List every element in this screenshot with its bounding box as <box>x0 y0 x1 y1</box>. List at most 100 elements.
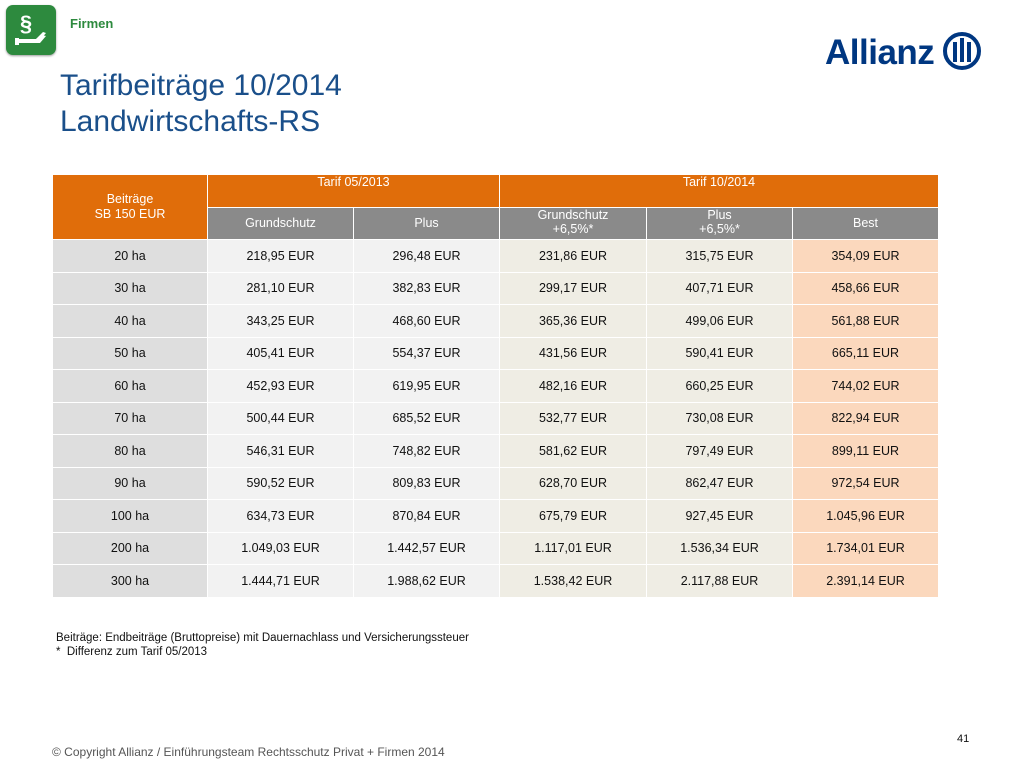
table-cell: 590,41 EUR <box>646 336 793 370</box>
row-label: 300 ha <box>52 564 208 598</box>
table-cell: 862,47 EUR <box>646 466 793 500</box>
title-line-1: Tarifbeiträge 10/2014 <box>60 69 342 102</box>
corner-header-line-1: Beiträge <box>106 192 154 206</box>
table-cell: 972,54 EUR <box>792 466 939 500</box>
table-cell: 665,11 EUR <box>792 336 939 370</box>
table-cell: 532,77 EUR <box>499 401 647 435</box>
table-cell: 660,25 EUR <box>646 369 793 403</box>
table-cell: 628,70 EUR <box>499 466 647 500</box>
row-label: 200 ha <box>52 531 208 565</box>
table-cell: 1.442,57 EUR <box>353 531 500 565</box>
table-cell: 296,48 EUR <box>353 239 500 273</box>
table-cell: 500,44 EUR <box>207 401 354 435</box>
corner-header: Beiträge SB 150 EUR <box>52 174 208 240</box>
footnotes: Beiträge: Endbeiträge (Bruttopreise) mit… <box>56 631 469 659</box>
table-row: 40 ha 343,25 EUR 468,60 EUR 365,36 EUR 499,0… <box>52 304 939 338</box>
table-cell: 797,49 EUR <box>646 434 793 468</box>
table-cell: 482,16 EUR <box>499 369 647 403</box>
row-label: 80 ha <box>52 434 208 468</box>
table-cell: 431,56 EUR <box>499 336 647 370</box>
table-cell: 1.117,01 EUR <box>499 531 647 565</box>
table-cell: 343,25 EUR <box>207 304 354 338</box>
table-cell: 619,95 EUR <box>353 369 500 403</box>
table-cell: 1.538,42 EUR <box>499 564 647 598</box>
table-cell: 634,73 EUR <box>207 499 354 533</box>
table-cell: 822,94 EUR <box>792 401 939 435</box>
table-cell: 561,88 EUR <box>792 304 939 338</box>
allianz-eagle-icon <box>942 31 982 76</box>
table-cell: 458,66 EUR <box>792 271 939 305</box>
title-line-2: Landwirtschafts-RS <box>60 105 321 138</box>
table-cell: 685,52 EUR <box>353 401 500 435</box>
table-cell: 382,83 EUR <box>353 271 500 305</box>
sub-header: Best <box>792 206 939 240</box>
table-cell: 315,75 EUR <box>646 239 793 273</box>
group-header-old: Tarif 05/2013 <box>207 174 500 208</box>
sub-header: Plus +6,5%* <box>646 206 793 240</box>
table-cell: 809,83 EUR <box>353 466 500 500</box>
corner-header-line-2: SB 150 EUR <box>94 207 166 221</box>
table-row: 30 ha 281,10 EUR 382,83 EUR 299,17 EUR 407,7… <box>52 271 939 305</box>
table-cell: 218,95 EUR <box>207 239 354 273</box>
table-row: 90 ha 590,52 EUR 809,83 EUR 628,70 EUR 862,4… <box>52 466 939 500</box>
table-cell: 2.391,14 EUR <box>792 564 939 598</box>
table-row: 100 ha 634,73 EUR 870,84 EUR 675,79 EUR 927,… <box>52 499 939 533</box>
page-number: 41 <box>957 733 970 745</box>
table-cell: 1.988,62 EUR <box>353 564 500 598</box>
sub-header-row: Grundschutz Plus Grundschutz +6,5%* Plus +6… <box>53 206 939 240</box>
table-cell: 2.117,88 EUR <box>646 564 793 598</box>
table-row: 20 ha 218,95 EUR 296,48 EUR 231,86 EUR 315,7… <box>52 239 939 273</box>
table-cell: 299,17 EUR <box>499 271 647 305</box>
row-label: 20 ha <box>52 239 208 273</box>
table-cell: 231,86 EUR <box>499 239 647 273</box>
table-cell: 407,71 EUR <box>646 271 793 305</box>
table-cell: 365,36 EUR <box>499 304 647 338</box>
group-header-new: Tarif 10/2014 <box>499 174 939 208</box>
copyright: © Copyright Allianz / Einführungsteam Re… <box>52 745 445 759</box>
table-row: 60 ha 452,93 EUR 619,95 EUR 482,16 EUR 660,2… <box>52 369 939 403</box>
row-label: 40 ha <box>52 304 208 338</box>
footnote-1: Beiträge: Endbeiträge (Bruttopreise) mit… <box>56 632 469 644</box>
table-cell: 554,37 EUR <box>353 336 500 370</box>
table-cell: 405,41 EUR <box>207 336 354 370</box>
table-cell: 452,93 EUR <box>207 369 354 403</box>
table-cell: 590,52 EUR <box>207 466 354 500</box>
table-row: 200 ha 1.049,03 EUR 1.442,57 EUR 1.117,01 E… <box>52 531 939 565</box>
table-cell: 899,11 EUR <box>792 434 939 468</box>
table-cell: 546,31 EUR <box>207 434 354 468</box>
row-label: 100 ha <box>52 499 208 533</box>
table-row: 50 ha 405,41 EUR 554,37 EUR 431,56 EUR 590,4… <box>52 336 939 370</box>
table-row: 70 ha 500,44 EUR 685,52 EUR 532,77 EUR 730,0… <box>52 401 939 435</box>
allianz-logo: Allianz <box>825 31 982 76</box>
table-cell: 1.734,01 EUR <box>792 531 939 565</box>
table-cell: 748,82 EUR <box>353 434 500 468</box>
row-label: 70 ha <box>52 401 208 435</box>
row-label: 30 ha <box>52 271 208 305</box>
table-cell: 927,45 EUR <box>646 499 793 533</box>
row-label: 50 ha <box>52 336 208 370</box>
table-cell: 1.444,71 EUR <box>207 564 354 598</box>
table-cell: 354,09 EUR <box>792 239 939 273</box>
sub-header: Grundschutz <box>207 206 354 240</box>
table-cell: 581,62 EUR <box>499 434 647 468</box>
logo-text: Allianz <box>825 33 935 72</box>
page-title: Tarifbeiträge 10/2014 Landwirtschafts-RS <box>60 68 342 140</box>
table-cell: 281,10 EUR <box>207 271 354 305</box>
sub-header: Grundschutz +6,5%* <box>499 206 647 240</box>
table-cell: 468,60 EUR <box>353 304 500 338</box>
paragraph-hand-icon: § <box>6 5 56 55</box>
table-cell: 1.045,96 EUR <box>792 499 939 533</box>
sub-header: Plus <box>353 206 500 240</box>
row-label: 90 ha <box>52 466 208 500</box>
table-cell: 870,84 EUR <box>353 499 500 533</box>
section-label: Firmen <box>70 16 114 31</box>
table-cell: 499,06 EUR <box>646 304 793 338</box>
footnote-2: * Differenz zum Tarif 05/2013 <box>56 646 208 658</box>
row-label: 60 ha <box>52 369 208 403</box>
tariff-table: Beiträge SB 150 EUR Tarif 05/2013 Tarif … <box>52 174 939 598</box>
table-cell: 675,79 EUR <box>499 499 647 533</box>
table-row: 80 ha 546,31 EUR 748,82 EUR 581,62 EUR 797,4… <box>52 434 939 468</box>
svg-text:§: § <box>20 11 32 36</box>
table-cell: 1.536,34 EUR <box>646 531 793 565</box>
table-cell: 730,08 EUR <box>646 401 793 435</box>
